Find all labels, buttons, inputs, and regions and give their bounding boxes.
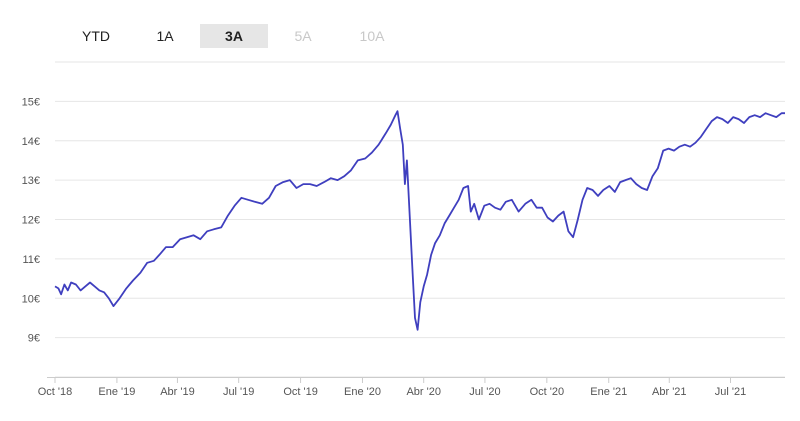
x-tick-label: Ene '20 — [344, 386, 381, 398]
x-tick-label: Jul '19 — [223, 386, 254, 398]
x-tick-label: Abr '19 — [160, 386, 195, 398]
y-tick-label: 15€ — [22, 96, 40, 108]
x-tick-label: Oct '20 — [530, 386, 565, 398]
tab-1a[interactable]: 1A — [156, 28, 174, 44]
tab-ytd[interactable]: YTD — [82, 28, 110, 44]
y-tick-label: 13€ — [22, 175, 40, 187]
grid-lines — [55, 61, 785, 378]
x-axis: Oct '18 Ene '19 Abr '19 Jul '19 Oct '19 Ene '… — [38, 377, 785, 398]
x-tick-label: Ene '19 — [98, 386, 135, 398]
y-tick-label: 14€ — [22, 136, 40, 148]
x-tick-label: Oct '19 — [283, 386, 318, 398]
x-tick-label: Abr '20 — [406, 386, 441, 398]
y-axis: 9€ 10€ 11€ 12€ 13€ 14€ 15€ — [22, 96, 40, 344]
tab-3a[interactable]: 3A — [200, 24, 268, 48]
y-tick-label: 11€ — [22, 254, 40, 266]
y-tick-label: 10€ — [22, 293, 40, 305]
range-tabs: YTD 1A 3A 5A 10A — [62, 24, 407, 48]
y-tick-label: 9€ — [28, 333, 40, 345]
x-tick-label: Ene '21 — [590, 386, 627, 398]
x-tick-label: Jul '20 — [469, 386, 500, 398]
tab-5a: 5A — [294, 28, 312, 44]
series-line — [54, 110, 785, 331]
x-tick-label: Jul '21 — [715, 386, 746, 398]
x-tick-label: Oct '18 — [38, 386, 73, 398]
tab-10a: 10A — [359, 28, 385, 44]
y-tick-label: 12€ — [22, 215, 40, 227]
x-tick-label: Abr '21 — [652, 386, 687, 398]
plot-area — [54, 110, 785, 331]
